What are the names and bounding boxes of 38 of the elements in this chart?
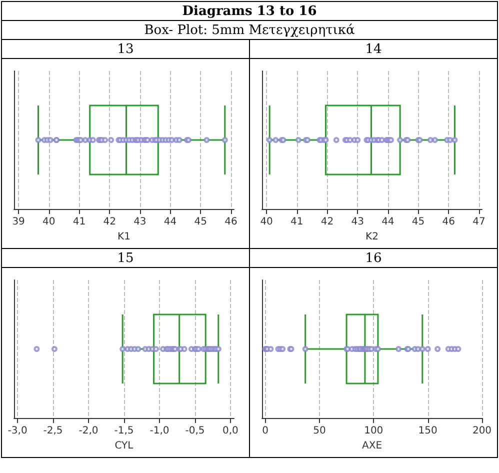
x-tick-label: -2,5 (43, 426, 63, 436)
text: Diagrams 13 to 16 (2, 2, 498, 20)
x-tick-label: -3,0 (8, 426, 28, 436)
x-tick-label: 100 (364, 426, 384, 436)
x-axis-title: K2 (366, 231, 378, 242)
x-axis-title: K1 (118, 231, 130, 242)
chart-title: 13 (2, 40, 250, 58)
x-tick-label: 44 (164, 216, 177, 228)
chart-title: 14 (250, 40, 498, 58)
x-tick-label: 0,0 (222, 426, 238, 436)
x-axis-title: CYL (114, 440, 134, 452)
x-tick-label: 39 (12, 216, 25, 228)
chart-title: 16 (250, 248, 498, 268)
chart-title: 15 (2, 248, 250, 268)
x-tick-label: -2,0 (78, 426, 98, 436)
x-tick-label: 41 (290, 216, 304, 228)
x-tick-label: 40 (42, 216, 56, 228)
x-tick-label: 200 (472, 426, 492, 436)
x-tick-label: 42 (320, 216, 334, 228)
x-tick-label: 45 (412, 216, 425, 228)
x-tick-label: 45 (194, 216, 207, 228)
x-tick-label: 42 (103, 216, 116, 228)
x-tick-label: 46 (224, 216, 238, 228)
x-tick-label: 43 (134, 216, 146, 228)
x-tick-label: 150 (418, 426, 438, 436)
x-tick-label: 0 (262, 426, 268, 436)
x-tick-label: 43 (351, 216, 364, 228)
x-tick-label: 44 (382, 216, 394, 228)
x-tick-label: 46 (442, 216, 455, 228)
x-tick-label: -1,0 (150, 426, 170, 436)
x-tick-label: 50 (313, 426, 326, 436)
x-tick-label: 47 (472, 216, 486, 228)
x-axis-title: AXE (362, 440, 382, 452)
text: Box- Plot: 5mm Μετεγχειρητικά (2, 20, 498, 40)
x-tick-label: -1,5 (114, 426, 134, 436)
x-tick-label: 40 (260, 216, 273, 228)
x-tick-label: 41 (72, 216, 86, 228)
x-tick-label: -0,5 (185, 426, 205, 436)
